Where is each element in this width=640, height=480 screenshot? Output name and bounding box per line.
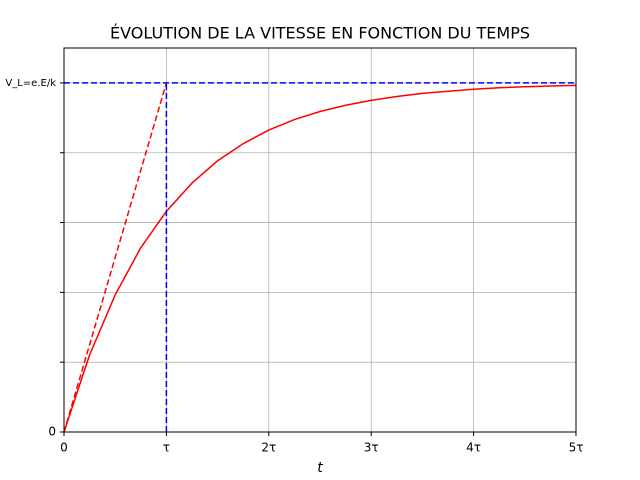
line-series (63, 82, 168, 433)
x-tick-label: 3τ (364, 441, 379, 455)
x-tick-label: 0 (60, 441, 68, 455)
line-series (63, 84, 577, 433)
x-tick-label: 2τ (261, 441, 276, 455)
chart-title: ÉVOLUTION DE LA VITESSE EN FONCTION DU T… (110, 24, 530, 43)
x-tick-label: 4τ (466, 441, 481, 455)
y-tick-label: 0 (48, 425, 56, 439)
x-tick-label: τ (163, 441, 170, 455)
x-tick-label: 5τ (569, 441, 584, 455)
plot-frame (63, 47, 577, 433)
x-axis-label: t (317, 460, 323, 476)
y-tick-label: V_L=e.E/k (5, 78, 56, 89)
